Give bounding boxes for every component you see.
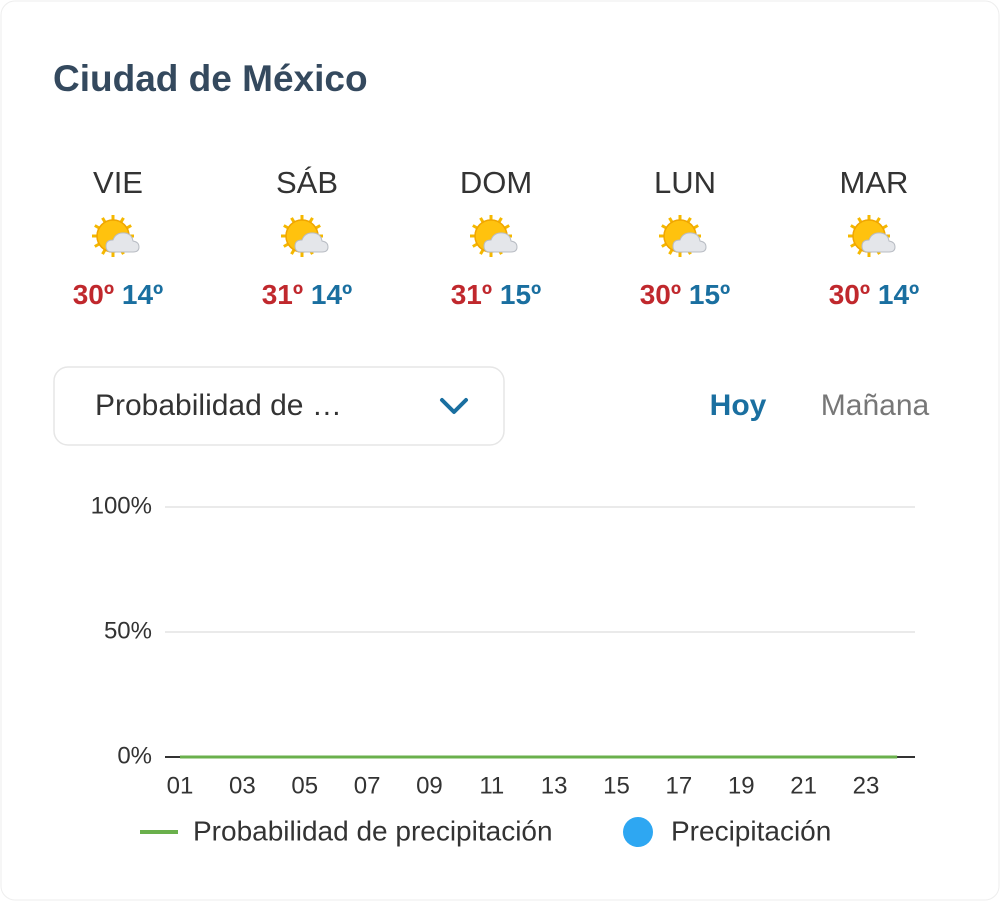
- sun-ray: [693, 224, 699, 230]
- x-tick-label: 11: [479, 772, 504, 799]
- x-tick-label: 15: [603, 772, 630, 799]
- temperatures: 30º 14º: [829, 279, 920, 310]
- temp-high: 31º: [262, 279, 303, 310]
- sun-ray: [315, 224, 321, 230]
- x-tick-label: 03: [229, 772, 256, 799]
- sun-ray: [875, 217, 881, 223]
- sun-ray: [504, 224, 510, 230]
- temp-high: 30º: [640, 279, 681, 310]
- legend-dot: [623, 817, 653, 847]
- sun-ray: [94, 242, 100, 248]
- x-tick-label: 23: [853, 772, 880, 799]
- sun-ray: [661, 242, 667, 248]
- weather-icon: [92, 215, 140, 257]
- weather-icon: [470, 215, 518, 257]
- sun-ray: [668, 217, 674, 223]
- cloud: [861, 232, 896, 253]
- sun-ray: [686, 217, 692, 223]
- y-tick-label: 0%: [117, 742, 152, 769]
- sun-ray: [283, 242, 289, 248]
- weather-icon: [281, 215, 329, 257]
- day-name: VIE: [93, 165, 143, 200]
- day-name: LUN: [654, 165, 716, 200]
- temperatures: 31º 15º: [451, 279, 542, 310]
- forecast-days: VIE 30º 14º SÁB 31º 14º DOM 31º 15º LUN 30º 15º…: [73, 165, 920, 310]
- tab-today[interactable]: Hoy: [710, 389, 767, 422]
- temp-low: 15º: [500, 279, 541, 310]
- x-tick-label: 07: [354, 772, 381, 799]
- sun-ray: [101, 249, 107, 255]
- sun-ray: [850, 242, 856, 248]
- cloud: [294, 232, 329, 253]
- city-title: Ciudad de México: [53, 58, 368, 99]
- legend-label: Precipitación: [671, 815, 831, 846]
- selector-box[interactable]: [53, 366, 505, 446]
- temperatures: 30º 14º: [73, 279, 164, 310]
- sun-ray: [479, 217, 485, 223]
- temp-high: 31º: [451, 279, 492, 310]
- tab-tomorrow[interactable]: Mañana: [821, 389, 930, 422]
- sun-ray: [661, 224, 667, 230]
- x-tick-label: 01: [167, 772, 194, 799]
- x-tick-label: 21: [790, 772, 817, 799]
- sun-ray: [479, 249, 485, 255]
- y-tick-label: 50%: [104, 617, 152, 644]
- sun-ray: [290, 249, 296, 255]
- temp-low: 14º: [311, 279, 352, 310]
- sun-ray: [290, 217, 296, 223]
- x-tick-label: 09: [416, 772, 443, 799]
- sun-ray: [668, 249, 674, 255]
- y-tick-label: 100%: [91, 492, 152, 519]
- sun-ray: [119, 217, 125, 223]
- sun-ray: [308, 217, 314, 223]
- chevron[interactable]: [440, 398, 468, 414]
- temperatures: 30º 15º: [640, 279, 731, 310]
- temp-high: 30º: [829, 279, 870, 310]
- cloud: [105, 232, 140, 253]
- temp-low: 15º: [689, 279, 730, 310]
- day-name: DOM: [460, 165, 532, 200]
- sun-ray: [126, 224, 132, 230]
- sun-ray: [850, 224, 856, 230]
- temp-low: 14º: [878, 279, 919, 310]
- x-tick-label: 17: [666, 772, 693, 799]
- x-tick-label: 05: [291, 772, 318, 799]
- sun-ray: [857, 217, 863, 223]
- legend-label: Probabilidad de precipitación: [193, 815, 553, 846]
- temperatures: 31º 14º: [262, 279, 353, 310]
- sun-ray: [94, 224, 100, 230]
- temp-high: 30º: [73, 279, 114, 310]
- weather-icon: [659, 215, 707, 257]
- x-tick-label: 13: [541, 772, 568, 799]
- cloud: [483, 232, 518, 253]
- x-tick-label: 19: [728, 772, 755, 799]
- sun-ray: [472, 224, 478, 230]
- selector-label[interactable]: Probabilidad de …: [95, 389, 342, 422]
- day-name: MAR: [840, 165, 909, 200]
- sun-ray: [882, 224, 888, 230]
- sun-ray: [101, 217, 107, 223]
- cloud: [672, 232, 707, 253]
- sun-ray: [283, 224, 289, 230]
- day-name: SÁB: [276, 165, 338, 200]
- selector[interactable]: Probabilidad de …: [53, 366, 505, 446]
- chart: 0% 50% 100% 01 03 05 07 09 11 13 15 17 19 21 23 Probabi…: [91, 492, 915, 847]
- temp-low: 14º: [122, 279, 163, 310]
- sun-ray: [472, 242, 478, 248]
- weather-icon: [848, 215, 896, 257]
- sun-ray: [857, 249, 863, 255]
- sun-ray: [497, 217, 503, 223]
